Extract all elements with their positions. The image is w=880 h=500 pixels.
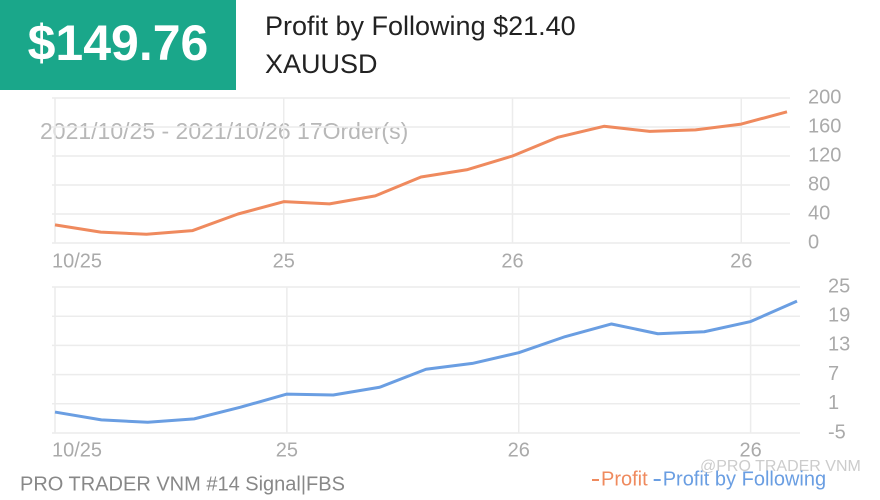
legend-label: Profit by Following [663,468,826,490]
y-tick-label: 0 [808,231,819,253]
x-tick-label: 10/25 [52,250,102,272]
y-tick-label: -5 [828,421,846,443]
title: Profit by Following $21.40 [265,11,576,41]
y-tick-label: 7 [828,363,839,385]
x-tick-label: 26 [501,250,523,272]
x-tick-label: 25 [273,250,295,272]
amount: $149.76 [28,15,209,71]
amount-badge [0,0,236,90]
y-tick-label: 13 [828,334,850,356]
y-tick-label: 120 [808,144,841,166]
x-tick-label: 26 [508,439,530,461]
x-tick-label: 26 [730,250,752,272]
x-tick-label: 10/25 [52,439,102,461]
y-tick-label: 40 [808,202,830,224]
y-tick-label: 80 [808,173,830,195]
legend-label: Profit [601,468,648,490]
line [54,299,798,424]
y-tick-label: 25 [828,275,850,297]
symbol: XAUUSD [265,49,378,79]
x-tick-label: 26 [740,439,762,461]
y-tick-label: 19 [828,304,850,326]
line [54,110,788,236]
y-tick-label: 1 [828,392,839,414]
x-tick-label: 25 [276,439,298,461]
subtitle: 2021/10/25 - 2021/10/26 17Order(s) [40,118,408,144]
y-tick-label: 200 [808,86,841,108]
y-tick-label: 160 [808,115,841,137]
watermark: @PRO TRADER VNM [700,458,861,475]
footer: PRO TRADER VNM #14 Signal|FBS [20,473,345,495]
